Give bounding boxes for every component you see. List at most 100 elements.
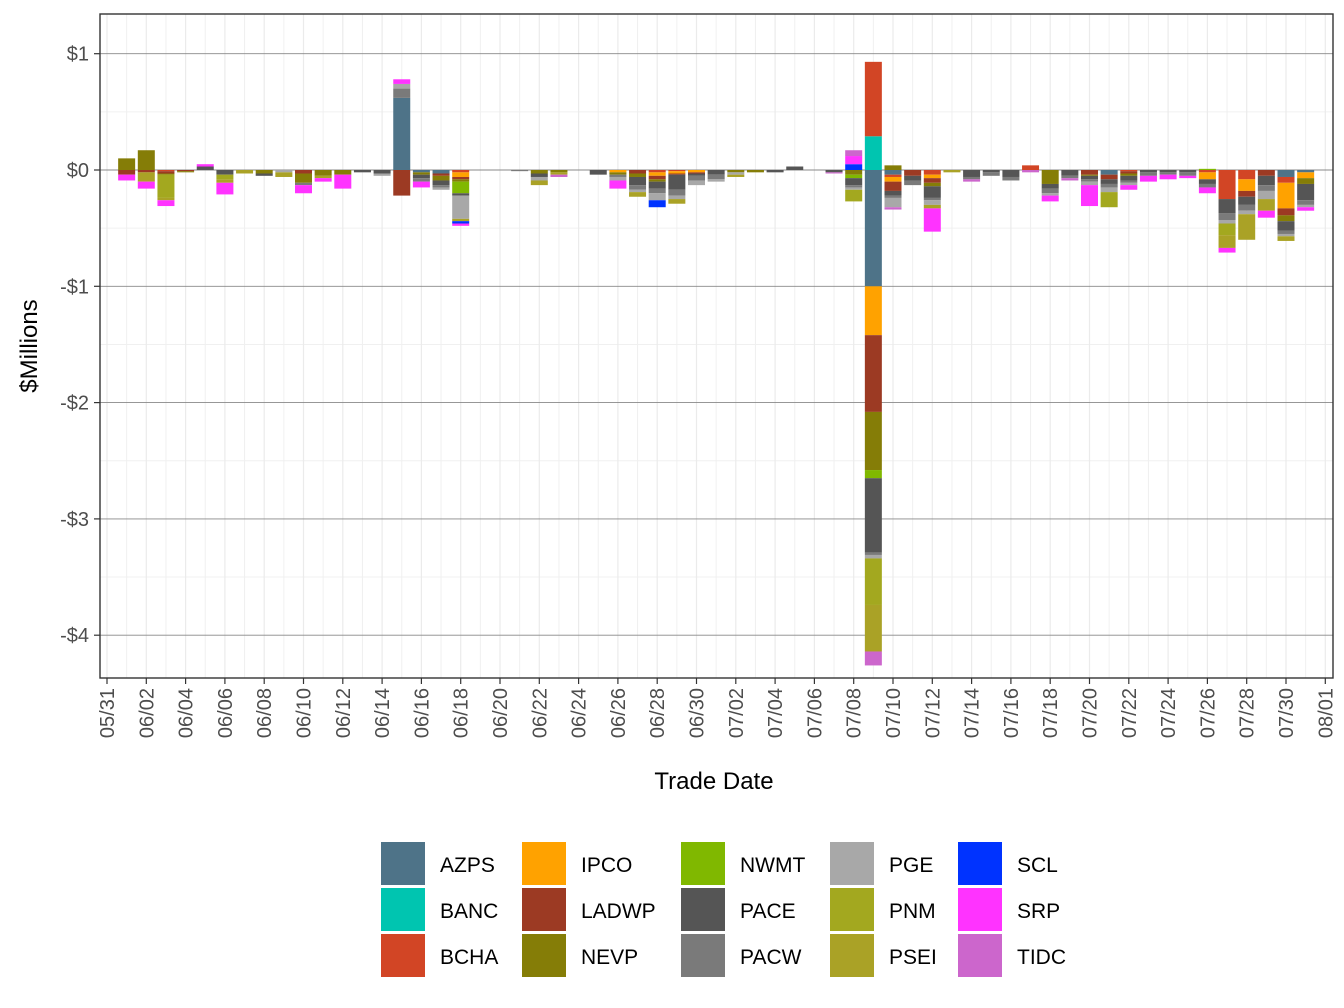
bar-segment — [393, 83, 411, 89]
bar-segment — [1297, 183, 1315, 201]
bar-segment — [864, 411, 882, 471]
x-tick-label: 07/26 — [1197, 688, 1219, 738]
bar-segment — [1100, 174, 1118, 180]
bar-segment — [1218, 199, 1236, 214]
legend-label: PNM — [889, 900, 936, 923]
bar-segment — [295, 182, 312, 186]
bar-segment — [766, 170, 784, 173]
bar-segment — [864, 651, 882, 666]
bar-segment — [1277, 170, 1295, 177]
x-tick-label: 07/22 — [1119, 688, 1141, 738]
x-tick-label: 07/02 — [726, 688, 748, 738]
bar-segment — [452, 193, 470, 196]
bar-segment — [1297, 204, 1315, 208]
x-tick-label: 07/28 — [1237, 688, 1259, 738]
bar-segment — [432, 180, 450, 186]
bar-segment — [648, 200, 666, 208]
bar-segment — [452, 195, 470, 219]
bar-segment — [1041, 195, 1059, 202]
bar-segment — [1257, 185, 1275, 191]
bar-segment — [412, 181, 430, 188]
y-tick-label: $1 — [67, 44, 89, 66]
bar-segment — [982, 170, 1000, 173]
bar-segment — [157, 170, 175, 172]
y-axis-title: $Millions — [16, 299, 43, 392]
bar-segment — [923, 204, 941, 209]
x-tick-label: 06/06 — [215, 688, 237, 738]
bar-segment — [884, 176, 902, 182]
bar-segment — [1218, 247, 1236, 253]
bar-segment — [550, 174, 568, 177]
bar-segment — [864, 470, 882, 479]
bar-segment — [629, 176, 647, 186]
bar-segment — [1041, 193, 1059, 196]
bar-segment — [216, 170, 234, 175]
bar-segment — [530, 180, 548, 186]
bar-segment — [373, 173, 391, 176]
bar-segment — [727, 174, 745, 177]
bar-segment — [1139, 170, 1157, 173]
bar-segment — [1159, 170, 1177, 173]
bar-segment — [275, 170, 293, 173]
bar-segment — [1120, 171, 1138, 174]
bar-segment — [668, 199, 686, 204]
legend-label: AZPS — [440, 854, 495, 877]
legend-label: NEVP — [581, 946, 638, 969]
legend-swatch — [522, 934, 566, 977]
x-tick-label: 07/06 — [804, 688, 826, 738]
bar-segment — [1022, 165, 1040, 170]
bar-segment — [1061, 175, 1079, 179]
bar-segment — [1081, 170, 1098, 175]
plot-border — [99, 13, 1334, 679]
legend-label: IPCO — [581, 854, 632, 877]
bar-segment — [923, 186, 941, 198]
bar-segment — [550, 170, 568, 173]
bar-segment — [393, 97, 411, 170]
legend-swatch — [381, 842, 425, 885]
minor-gridlines — [100, 14, 1333, 678]
bar-segment — [1297, 200, 1315, 205]
x-tick-label: 06/26 — [608, 688, 630, 738]
bar-segment — [412, 174, 430, 179]
bar-segment — [629, 189, 647, 193]
bar-segment — [727, 170, 745, 173]
bar-segment — [845, 178, 863, 186]
bar-segment — [923, 178, 941, 183]
bar-segment — [196, 164, 214, 167]
bar-segment — [196, 166, 214, 170]
legend-swatch — [681, 842, 725, 885]
legend-swatch — [681, 934, 725, 977]
bar-segment — [1120, 173, 1138, 176]
bar-segment — [1218, 223, 1236, 236]
bar-segment — [334, 170, 352, 175]
bar-segment — [707, 174, 725, 180]
bar-segment — [1218, 220, 1236, 224]
bar-segment — [1257, 175, 1275, 186]
bar-segment — [412, 170, 430, 173]
bar-segment — [393, 88, 411, 98]
x-tick-label: 07/14 — [962, 688, 984, 738]
bar-segment — [1198, 168, 1216, 170]
x-tick-label: 07/16 — [1001, 688, 1023, 738]
y-tick-label: $0 — [67, 160, 89, 182]
bar-stacks — [118, 61, 1315, 666]
legend-label: PGE — [889, 854, 933, 877]
bar-segment — [1297, 207, 1315, 211]
bar-segment — [963, 179, 981, 182]
bar-segment — [1277, 236, 1295, 241]
bar-segment — [923, 200, 941, 205]
bar-segment — [452, 181, 470, 194]
x-tick-label: 07/04 — [765, 688, 787, 738]
x-tick-label: 07/12 — [922, 688, 944, 738]
x-axis-title: Trade Date — [654, 768, 773, 795]
bar-segment — [884, 197, 902, 208]
bar-segment — [314, 175, 332, 179]
legend-swatch — [522, 888, 566, 931]
bar-segment — [432, 185, 450, 188]
y-tick-label: -$2 — [60, 393, 89, 415]
bar-segment — [530, 173, 548, 177]
bar-segment — [884, 170, 902, 175]
bar-segment — [137, 172, 155, 182]
bar-segment — [904, 170, 922, 176]
bar-segment — [1159, 172, 1177, 175]
